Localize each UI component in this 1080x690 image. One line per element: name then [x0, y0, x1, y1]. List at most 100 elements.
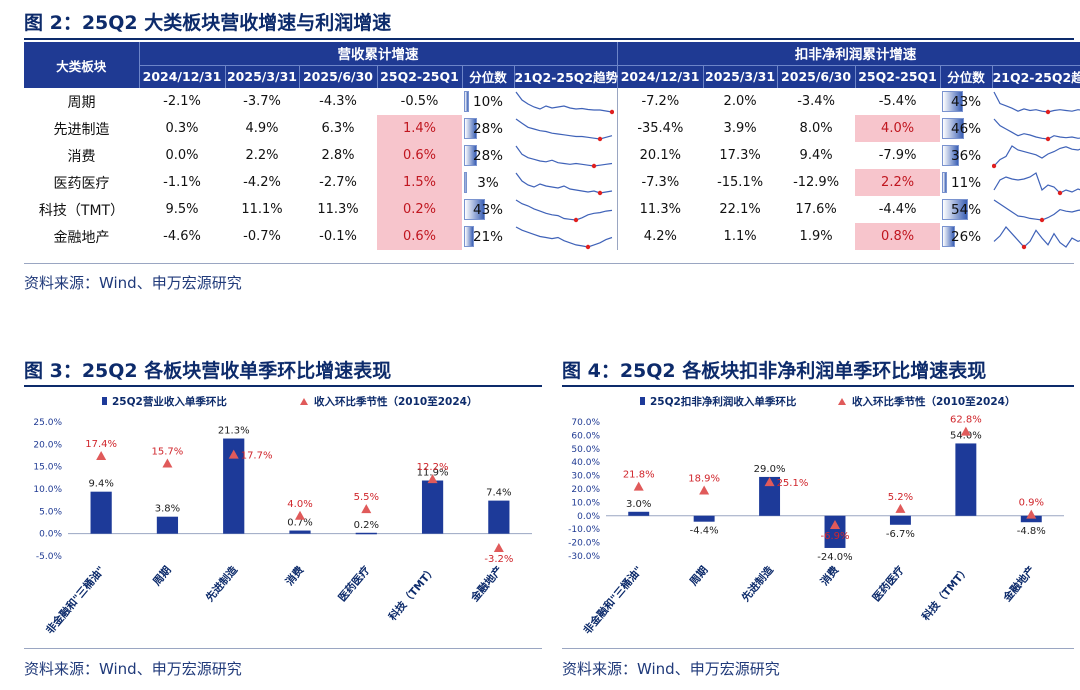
subheader-profit-5: 21Q2-25Q2趋势 — [992, 65, 1080, 88]
rev-trend-cell — [514, 142, 617, 169]
rev-value-cell: 2.2% — [245, 148, 279, 163]
bar-value-label: -6.7% — [886, 529, 915, 540]
fig2-title-rule — [24, 38, 1074, 40]
profit-percentile-bar — [942, 118, 965, 139]
subheader-profit-3: 25Q2-25Q1 — [855, 65, 941, 88]
header-profit-group: 扣非净利润累计增速 — [617, 42, 1080, 66]
profit-value-cell: -5.4% — [878, 94, 917, 109]
profit-percentile-cell: 36% — [940, 142, 992, 169]
rev-sparkline-path — [515, 172, 613, 194]
rev-percentile-cell: 43% — [462, 196, 514, 223]
rev-percentile-text: 43% — [472, 201, 503, 218]
profit-percentile-cell: 54% — [940, 196, 992, 223]
marker-0 — [633, 481, 644, 491]
bar-4 — [889, 515, 911, 525]
profit-percentile-bar — [942, 145, 960, 166]
legend-bar-label: 25Q2营业收入单季环比 — [112, 395, 227, 408]
rev-value-cell: 2.8% — [321, 148, 355, 163]
profit-trend-cell — [992, 88, 1080, 115]
rev-value-cell: -1.1% — [163, 175, 201, 190]
rev-percentile-cell: 28% — [462, 115, 514, 142]
profit-percentile-text: 46% — [951, 120, 982, 137]
rev-trend-cell — [514, 196, 617, 223]
bar-4 — [355, 532, 377, 535]
marker-3 — [295, 510, 305, 520]
bar-6 — [488, 500, 510, 534]
profit-sparkline-path — [993, 144, 1080, 166]
legend-marker-label: 收入环比季节性（2010至2024） — [314, 395, 477, 408]
fig4-chart: 25Q2扣非净利润收入单季环比 收入环比季节性（2010至2024） -30.0% -… — [562, 386, 1074, 648]
legend-bar-label: 25Q2扣非净利润收入单季环比 — [650, 395, 797, 408]
rev-value-cell: -2.7% — [319, 175, 357, 190]
y-tick-label: 5.0% — [39, 507, 62, 517]
profit-value-cell: 4.0% — [855, 115, 941, 142]
profit-value-cell: 11.3% — [616, 196, 704, 223]
rev-trend-cell — [514, 169, 617, 196]
fig3-bottom-rule — [24, 648, 542, 649]
category-label: 周期 — [150, 564, 173, 588]
y-tick-label: -30.0% — [568, 552, 600, 562]
fig3-title-rule — [24, 385, 542, 387]
rev-value-cell: 0.2% — [377, 196, 462, 223]
marker-2 — [764, 477, 775, 487]
rev-sparkline-min-dot — [573, 217, 579, 222]
sector-name: 科技（TMT） — [38, 202, 125, 219]
bar-0 — [628, 511, 650, 516]
rev-value-cell: 0.3% — [165, 121, 199, 136]
y-tick-label: 20.0% — [33, 440, 62, 450]
marker-value-label: 17.7% — [241, 451, 273, 462]
rev-sparkline-min-dot — [609, 109, 614, 114]
rev-value-cell: -4.6% — [163, 229, 201, 244]
profit-trend-cell — [992, 115, 1080, 142]
fig2-bottom-rule — [24, 263, 1074, 264]
bar-value-label: 3.8% — [155, 504, 180, 515]
profit-sparkline-path — [993, 171, 1080, 194]
marker-2 — [228, 449, 239, 459]
bar-value-label: 0.7% — [287, 518, 312, 529]
profit-percentile-bar — [942, 91, 963, 112]
y-tick-label: -5.0% — [36, 552, 63, 562]
profit-sparkline-path — [993, 118, 1080, 140]
rev-percentile-bar — [464, 199, 485, 220]
rev-value-cell: 1.4% — [377, 115, 462, 142]
category-label: 金融地产 — [468, 564, 506, 605]
profit-sparkline-min-dot — [1045, 109, 1051, 114]
rev-value-cell: -0.1% — [319, 229, 357, 244]
fig3-chart-svg: 25Q2营业收入单季环比 收入环比季节性（2010至2024） -5.0% 0.0% 5… — [33, 395, 532, 637]
profit-value-cell: 8.0% — [799, 121, 833, 136]
marker-6 — [493, 542, 504, 552]
fig4-title: 图 4：25Q2 各板块扣非净利润单季环比增速表现 — [562, 360, 987, 382]
fig2-title: 图 2：25Q2 大类板块营收增速与利润增速 — [24, 12, 392, 34]
profit-value-cell: 0.8% — [855, 223, 941, 250]
marker-1 — [699, 485, 710, 495]
bar-value-label: 3.0% — [626, 499, 651, 510]
y-tick-label: 10.0% — [571, 498, 600, 508]
subheader-revenue-0: 2024/12/31 — [139, 65, 226, 88]
profit-value-cell: -3.4% — [797, 94, 835, 109]
rev-sparkline-path — [515, 91, 613, 113]
profit-trend-cell — [992, 169, 1080, 196]
rev-value-cell: -0.5% — [400, 94, 439, 109]
fig3-title: 图 3：25Q2 各板块营收单季环比增速表现 — [24, 360, 392, 382]
category-label: 科技（TMT） — [386, 564, 439, 624]
marker-value-label: 62.8% — [950, 415, 982, 426]
rev-sparkline — [515, 145, 613, 168]
category-label: 非金融和"三桶油" — [581, 564, 645, 637]
table-row: 消费 0.0% 2.2% 2.8% 0.6% 28% 20.1% 17.3% 9.4% -7.9%… — [24, 142, 1080, 169]
rev-percentile-text: 28% — [472, 147, 503, 164]
profit-value-cell: 3.9% — [723, 121, 757, 136]
fig4-source: 资料来源：Wind、申万宏源研究 — [562, 660, 780, 678]
marker-value-label: -6.9% — [820, 531, 849, 542]
profit-sparkline — [993, 225, 1080, 249]
profit-value-cell: -7.9% — [878, 148, 917, 163]
profit-value-cell: -15.1% — [717, 175, 764, 190]
legend-bar-swatch — [640, 397, 645, 405]
profit-value-cell: -35.4% — [616, 115, 704, 142]
profit-sparkline-min-dot — [1045, 136, 1051, 141]
profit-value-cell: 1.9% — [799, 229, 833, 244]
header-sector: 大类板块 — [24, 42, 140, 88]
legend-marker-swatch — [300, 398, 308, 405]
profit-percentile-bar — [942, 172, 948, 193]
rev-sparkline-min-dot — [597, 136, 603, 141]
y-tick-label: 30.0% — [571, 472, 600, 482]
